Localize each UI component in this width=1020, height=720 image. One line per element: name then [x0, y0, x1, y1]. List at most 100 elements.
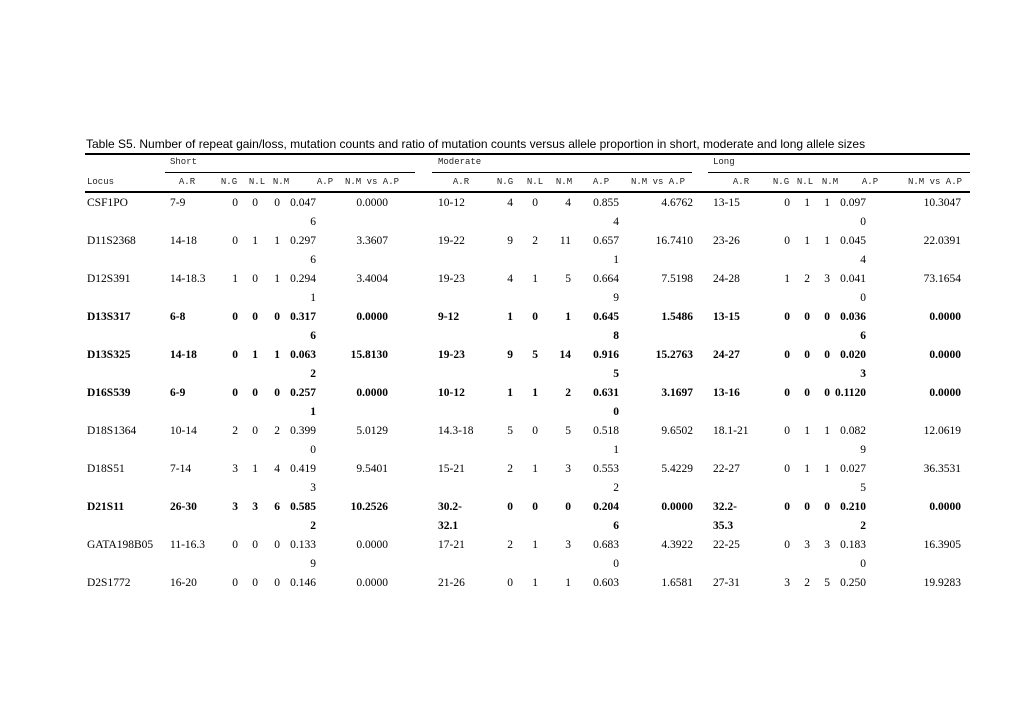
cell-line: 0.631: [593, 387, 619, 399]
cell-line: 9: [310, 558, 316, 570]
cell-line: 5: [565, 425, 571, 437]
table-cell: 2: [158, 422, 238, 441]
column-header: N.M vs A.P: [630, 177, 685, 187]
cell-line: 0: [532, 197, 538, 209]
cell-line: 11: [559, 235, 571, 247]
table-cell: 10-12: [438, 194, 465, 213]
table-cell: 1: [458, 574, 538, 593]
cell-line: 9: [507, 235, 513, 247]
cell-line: 2: [532, 235, 538, 247]
cell-line: 0.0000: [929, 349, 961, 361]
cell-line: 0: [507, 577, 513, 589]
cell-line: 1: [804, 425, 810, 437]
column-header: Locus: [87, 177, 115, 187]
cell-line: 0: [252, 425, 258, 437]
cell-line: 9: [860, 444, 866, 456]
table-cell: 1: [730, 460, 810, 479]
table-cell: 19-23: [438, 270, 465, 289]
cell-line: 0: [804, 387, 810, 399]
cell-line: 0: [784, 425, 790, 437]
table-cell: 0: [178, 270, 258, 289]
table-cell: 0.0000: [308, 536, 388, 555]
cell-line: 3: [784, 577, 790, 589]
cell-line: 0.0000: [929, 387, 961, 399]
cell-line: 6: [860, 330, 866, 342]
table-cell: 10.3047: [881, 194, 961, 213]
cell-line: 17-21: [438, 539, 465, 551]
group-label: Long: [713, 157, 735, 167]
cell-line: 24-28: [713, 273, 740, 285]
table-cell: 0.317 6: [236, 308, 316, 346]
table-cell: 1: [458, 384, 538, 403]
cell-line: 24-27: [713, 349, 740, 361]
cell-line: 0.603: [593, 577, 619, 589]
column-header: N.M vs A.P: [907, 177, 962, 187]
cell-line: 0.020: [840, 349, 866, 361]
cell-line: 12.0619: [923, 425, 961, 437]
table-cell: 73.1654: [881, 270, 961, 289]
table-cell: 0.645 8: [539, 308, 619, 346]
cell-line: 3: [252, 501, 258, 513]
cell-line: 0: [824, 311, 830, 323]
table-cell: 0: [158, 536, 238, 555]
table-cell: 0.664 9: [539, 270, 619, 308]
cell-line: 1: [824, 235, 830, 247]
table-cell: 11: [491, 232, 571, 251]
table-cell: 0: [178, 194, 258, 213]
cell-line: 0: [804, 311, 810, 323]
table-cell: 3.4004: [308, 270, 388, 289]
table-cell: 0: [750, 308, 830, 327]
cell-line: 3: [565, 539, 571, 551]
cell-line: 0.0000: [929, 311, 961, 323]
table-cell: 16.3905: [881, 536, 961, 555]
table-cell: 0.0000: [881, 346, 961, 365]
cell-line: 0: [784, 539, 790, 551]
cell-line: 0.133: [290, 539, 316, 551]
cell-line: 0: [613, 558, 619, 570]
table-cell: 0.0000: [308, 308, 388, 327]
table-cell: 17-21: [438, 536, 465, 555]
column-header: N.M: [272, 177, 290, 187]
table-cell: 0: [750, 346, 830, 365]
cell-line: 0: [784, 311, 790, 323]
cell-line: 15.2763: [655, 349, 693, 361]
cell-line: 4: [613, 216, 619, 228]
cell-line: 1: [310, 292, 316, 304]
cell-line: 5.0129: [356, 425, 388, 437]
table-cell: 1.6581: [613, 574, 693, 593]
cell-line: 1: [784, 273, 790, 285]
cell-line: 6: [613, 520, 619, 532]
table-cell: 4.6762: [613, 194, 693, 213]
group-label: Short: [170, 157, 198, 167]
table-cell: 0.250: [786, 574, 866, 593]
cell-line: 3: [232, 501, 238, 513]
table-cell: 18.1-21: [713, 422, 748, 441]
cell-line: 4: [565, 197, 571, 209]
table-cell: 15.2763: [613, 346, 693, 365]
table-cell: 0.210 2: [786, 498, 866, 536]
table-cell: 30.2- 32.1: [438, 498, 462, 536]
cell-line: 0: [824, 349, 830, 361]
cell-line: 0: [532, 425, 538, 437]
cell-line: 2: [804, 577, 810, 589]
table-cell: 10-14: [170, 422, 197, 441]
cell-line: 6: [310, 254, 316, 266]
locus-cell: D18S1364: [87, 422, 136, 441]
cell-line: 0: [252, 311, 258, 323]
column-header: N.G: [220, 177, 238, 187]
cell-line: 0: [804, 501, 810, 513]
table-cell: 0: [458, 194, 538, 213]
table-cell: 1: [200, 346, 280, 365]
cell-line: 10.2526: [350, 501, 388, 513]
table-cell: 9.6502: [613, 422, 693, 441]
cell-line: 1: [274, 235, 280, 247]
table-cell: 0.399 0: [236, 422, 316, 460]
cell-line: 2: [232, 425, 238, 437]
table-cell: 6-8: [170, 308, 185, 327]
locus-cell: D12S391: [87, 270, 130, 289]
table-cell: 7-9: [170, 194, 185, 213]
table-cell: 5: [491, 270, 571, 289]
cell-line: 18.1-21: [713, 425, 749, 437]
table-cell: 5: [433, 422, 513, 441]
table-cell: 3: [750, 270, 830, 289]
